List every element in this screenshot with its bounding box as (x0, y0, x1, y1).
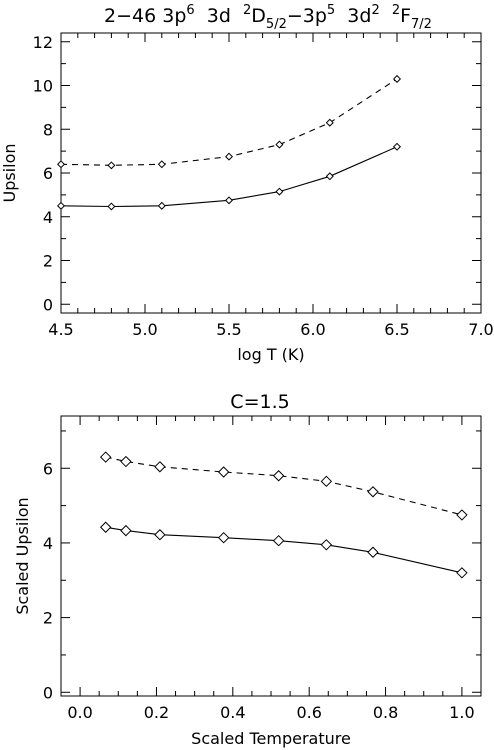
y-tick-label: 2 (43, 609, 53, 628)
y-tick-label: 6 (43, 164, 53, 183)
chart-2-y-axis-label: Scaled Upsilon (13, 497, 32, 614)
series-line-1 (105, 456, 463, 516)
data-point-diamond (217, 531, 230, 544)
x-tick-label: 0.6 (296, 703, 321, 722)
chart-1-y-ticks: 0 2 4 6 8 10 12 (33, 33, 481, 314)
y-tick-label: 10 (33, 77, 53, 96)
x-tick-label: 5.0 (132, 320, 157, 339)
data-point-diamond (456, 567, 468, 579)
chart-2-x-ticks: 0.0 0.2 0.4 0.6 0.8 1.0 (67, 416, 475, 722)
data-point-diamond (157, 201, 166, 210)
x-tick-label: 0.4 (220, 703, 245, 722)
data-point-diamond (56, 201, 66, 210)
x-tick-label: 0.8 (373, 703, 398, 722)
data-point-diamond (320, 539, 333, 551)
data-point-diamond (392, 74, 402, 83)
x-tick-label: 4.5 (48, 320, 73, 339)
data-point-diamond (367, 546, 379, 558)
y-tick-label: 12 (33, 33, 53, 52)
data-point-diamond (392, 142, 402, 151)
y-tick-label: 0 (43, 295, 53, 314)
data-point-diamond (120, 455, 132, 468)
chart-1-series (56, 74, 402, 211)
data-point-diamond (224, 152, 234, 161)
x-tick-label: 7.0 (468, 320, 493, 339)
data-point-diamond (456, 509, 468, 521)
data-point-diamond (275, 187, 284, 196)
chart-2: C=1.5 0.0 0.2 0.4 0.6 0.8 1.0 0 2 4 6 Scaled Tem… (13, 391, 482, 748)
data-point-diamond (217, 466, 230, 478)
data-point-diamond (367, 486, 379, 498)
data-point-diamond (272, 470, 285, 482)
chart-2-title: C=1.5 (230, 391, 289, 413)
chart-2-series (99, 451, 468, 579)
series-line-2 (105, 526, 463, 574)
data-point-diamond (272, 534, 285, 547)
chart-1-plot-frame (60, 32, 482, 314)
series-line-1 (60, 78, 398, 166)
chart-1: 2−46 3p6 3d 2D5/2−3p5 3d2 2F7/2 4.5 5.0 5.… (0, 3, 494, 364)
data-point-diamond (99, 451, 112, 463)
data-point-diamond (325, 118, 334, 127)
x-tick-label: 1.0 (449, 703, 474, 722)
data-point-diamond (325, 172, 334, 181)
x-tick-label: 6.5 (384, 320, 409, 339)
x-tick-label: 0.2 (144, 703, 169, 722)
chart-1-x-ticks: 4.5 5.0 5.5 6.0 6.5 7.0 (48, 33, 494, 339)
y-tick-label: 2 (43, 252, 53, 271)
data-point-diamond (120, 524, 132, 537)
data-point-diamond (99, 521, 112, 533)
chart-1-x-axis-label: log T (K) (237, 345, 304, 364)
data-point-diamond (107, 202, 116, 211)
data-point-diamond (154, 461, 166, 473)
data-point-diamond (320, 475, 333, 488)
y-tick-label: 4 (43, 208, 53, 227)
data-point-diamond (154, 529, 166, 541)
x-tick-label: 0.0 (67, 703, 92, 722)
y-tick-label: 4 (43, 534, 53, 553)
chart-2-y-ticks: 0 2 4 6 (43, 430, 481, 702)
x-tick-label: 5.5 (216, 320, 241, 339)
data-point-diamond (275, 140, 284, 149)
y-tick-label: 0 (43, 683, 53, 702)
data-point-diamond (107, 161, 116, 170)
x-tick-label: 6.0 (300, 320, 325, 339)
chart-1-title: 2−46 3p6 3d 2D5/2−3p5 3d2 2F7/2 (104, 3, 432, 32)
y-tick-label: 8 (43, 120, 53, 139)
y-tick-label: 6 (43, 459, 53, 478)
data-point-diamond (56, 160, 66, 169)
data-point-diamond (224, 196, 234, 205)
chart-1-y-axis-label: Upsilon (0, 143, 19, 202)
chart-2-x-axis-label: Scaled Temperature (191, 729, 351, 748)
data-point-diamond (157, 160, 166, 169)
